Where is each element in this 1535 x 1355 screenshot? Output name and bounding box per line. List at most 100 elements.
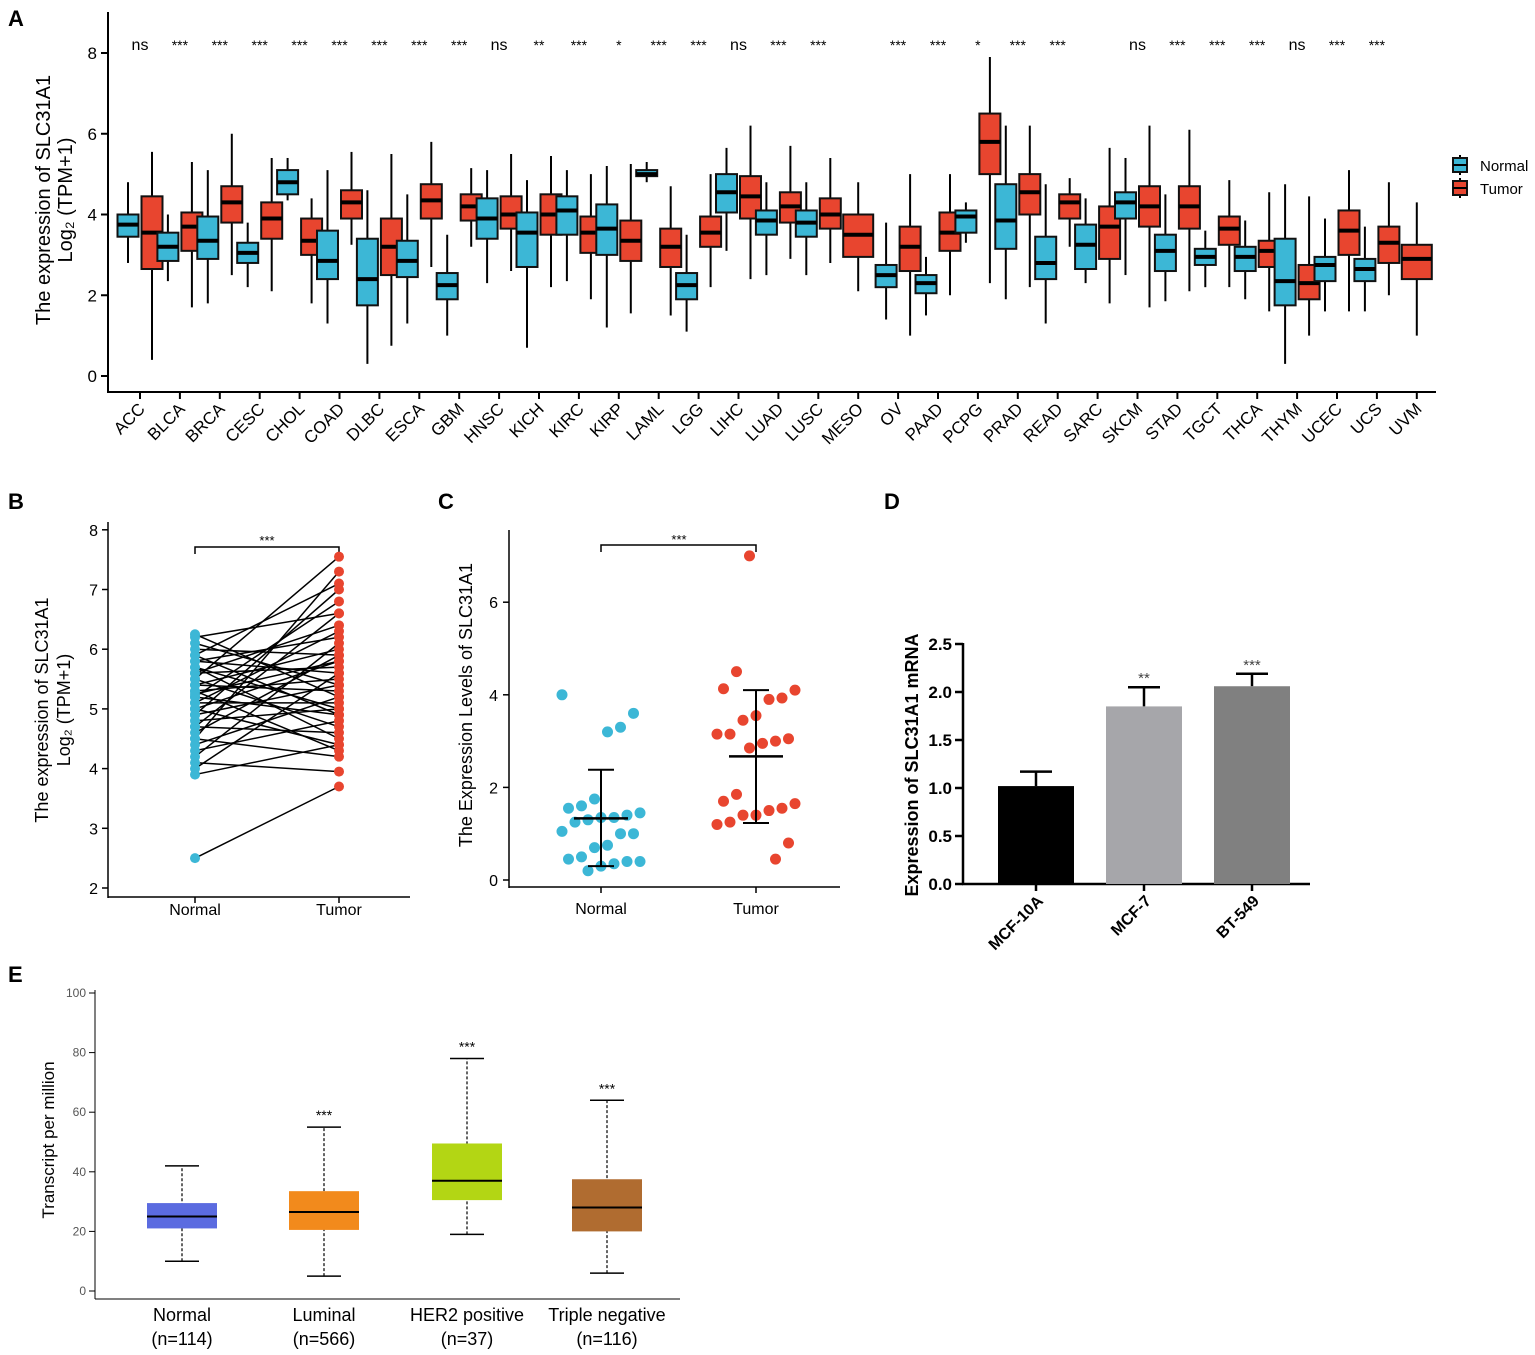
significance-label: *** bbox=[890, 37, 907, 53]
normal-point bbox=[615, 828, 626, 840]
pair-line bbox=[194, 738, 340, 758]
significance-label: ns bbox=[1289, 37, 1306, 54]
significance-label: *** bbox=[1249, 37, 1266, 53]
x-tick-label: CHOL bbox=[262, 399, 309, 446]
tumor-point bbox=[334, 766, 344, 777]
y-tick-label: 4 bbox=[88, 206, 97, 225]
tumor-point bbox=[334, 733, 344, 744]
tumor-point bbox=[334, 691, 344, 702]
box-luminal bbox=[289, 1191, 359, 1230]
y-tick-label: 0.0 bbox=[928, 875, 952, 894]
x-tick-label: BT-549 bbox=[1214, 893, 1263, 942]
normal-point bbox=[621, 855, 633, 867]
x-tick-label: LGG bbox=[669, 399, 708, 438]
y-tick-label: 4 bbox=[89, 762, 98, 779]
significance-label: ns bbox=[1129, 37, 1146, 54]
y-axis-title: The expression of SLC31A1 bbox=[32, 597, 52, 822]
significance-label: ns bbox=[730, 37, 747, 54]
y-tick-label: 6 bbox=[89, 642, 98, 659]
x-tick-label: ESCA bbox=[382, 399, 429, 446]
normal-box bbox=[1313, 255, 1337, 283]
x-tick-label: SARC bbox=[1060, 399, 1107, 446]
tumor-point bbox=[711, 818, 723, 830]
normal-box bbox=[1114, 191, 1137, 220]
x-tick-label: COAD bbox=[300, 399, 348, 447]
y-tick-label: 1.5 bbox=[928, 731, 952, 750]
tumor-point bbox=[770, 853, 781, 865]
x-tick-label: READ bbox=[1020, 399, 1067, 446]
significance-label: *** bbox=[671, 532, 686, 547]
significance-label: *** bbox=[770, 37, 787, 53]
y-tick-label: 4 bbox=[489, 688, 498, 705]
normal-point bbox=[576, 851, 587, 863]
legend-label: Normal bbox=[1480, 158, 1528, 175]
tumor-point bbox=[724, 816, 736, 828]
pair-line bbox=[194, 582, 340, 656]
tumor-point bbox=[737, 809, 749, 821]
box-triple-negative bbox=[572, 1179, 642, 1232]
x-tick-label: PCPG bbox=[939, 399, 987, 447]
panel-b-paired-plot: 2 3 4 5 6 7 8 Normal Tumor The expression of SLC3… bbox=[32, 522, 410, 919]
x-tick-label: Tumor bbox=[316, 902, 362, 919]
bar-mcf-7 bbox=[1106, 706, 1182, 884]
pair-line bbox=[194, 708, 340, 746]
y-tick-label: 7 bbox=[89, 583, 98, 600]
y-tick-label: 80 bbox=[73, 1046, 87, 1060]
tumor-point bbox=[783, 837, 794, 849]
significance-label: * bbox=[616, 37, 622, 53]
x-tick-label: Tumor bbox=[733, 901, 779, 918]
tumor-box bbox=[978, 112, 1002, 176]
tumor-box bbox=[220, 185, 244, 224]
panel-e-subtype-boxplot: 0 20 40 60 80 100 Transcript per million Normal… bbox=[39, 986, 680, 1349]
tumor-point bbox=[334, 620, 344, 631]
significance-label: *** bbox=[371, 37, 388, 53]
y-tick-label: 0 bbox=[88, 367, 97, 386]
tumor-box bbox=[1217, 215, 1241, 246]
normal-point bbox=[582, 814, 594, 826]
tumor-point bbox=[731, 788, 742, 800]
tumor-box bbox=[1377, 225, 1401, 264]
x-tick-label: HER2 positive bbox=[410, 1305, 524, 1325]
significance-label: *** bbox=[1050, 37, 1067, 53]
tumor-point bbox=[718, 683, 729, 695]
normal-point bbox=[563, 802, 574, 814]
y-tick-label: 2 bbox=[88, 286, 97, 305]
significance-label: *** bbox=[259, 533, 274, 548]
significance-label: *** bbox=[571, 37, 588, 53]
x-tick-label: BLCA bbox=[144, 399, 189, 444]
normal-box bbox=[994, 183, 1018, 250]
x-tick-label: KICH bbox=[506, 399, 548, 441]
normal-point bbox=[634, 855, 646, 867]
tumor-point bbox=[334, 721, 344, 732]
significance-label: *** bbox=[252, 37, 269, 53]
x-tick-label: BRCA bbox=[182, 399, 229, 446]
normal-point bbox=[634, 807, 646, 819]
tumor-point bbox=[783, 733, 794, 745]
normal-box bbox=[316, 229, 339, 281]
significance-label: * bbox=[975, 37, 981, 53]
panel-d-bar-chart: 0.0 0.5 1.0 1.5 2.0 2.5 Expression of SLC31A1 … bbox=[902, 633, 1310, 954]
normal-point bbox=[602, 839, 613, 851]
normal-point bbox=[582, 865, 594, 877]
significance-label: *** bbox=[690, 37, 707, 53]
x-tick-label: MCF-7 bbox=[1108, 893, 1155, 940]
y-axis-title: Expression of SLC31A1 mRNA bbox=[902, 633, 922, 896]
tumor-box bbox=[1098, 205, 1122, 260]
pair-line bbox=[194, 743, 340, 776]
tumor-point bbox=[334, 632, 344, 643]
x-tick-label: THYM bbox=[1258, 399, 1305, 446]
bar-bt-549 bbox=[1214, 686, 1290, 884]
y-tick-label: 2 bbox=[489, 780, 498, 797]
normal-point bbox=[556, 689, 568, 701]
x-tick-label: UCEC bbox=[1298, 399, 1345, 446]
pair-line bbox=[194, 785, 340, 859]
y-tick-label: 8 bbox=[88, 44, 97, 63]
tumor-point bbox=[757, 737, 768, 749]
pair-line bbox=[194, 726, 340, 734]
pair-line bbox=[194, 708, 340, 722]
y-tick-label: 20 bbox=[73, 1224, 87, 1238]
normal-box bbox=[395, 239, 419, 279]
pair-line bbox=[194, 761, 340, 773]
significance-label: *** bbox=[1243, 657, 1261, 674]
